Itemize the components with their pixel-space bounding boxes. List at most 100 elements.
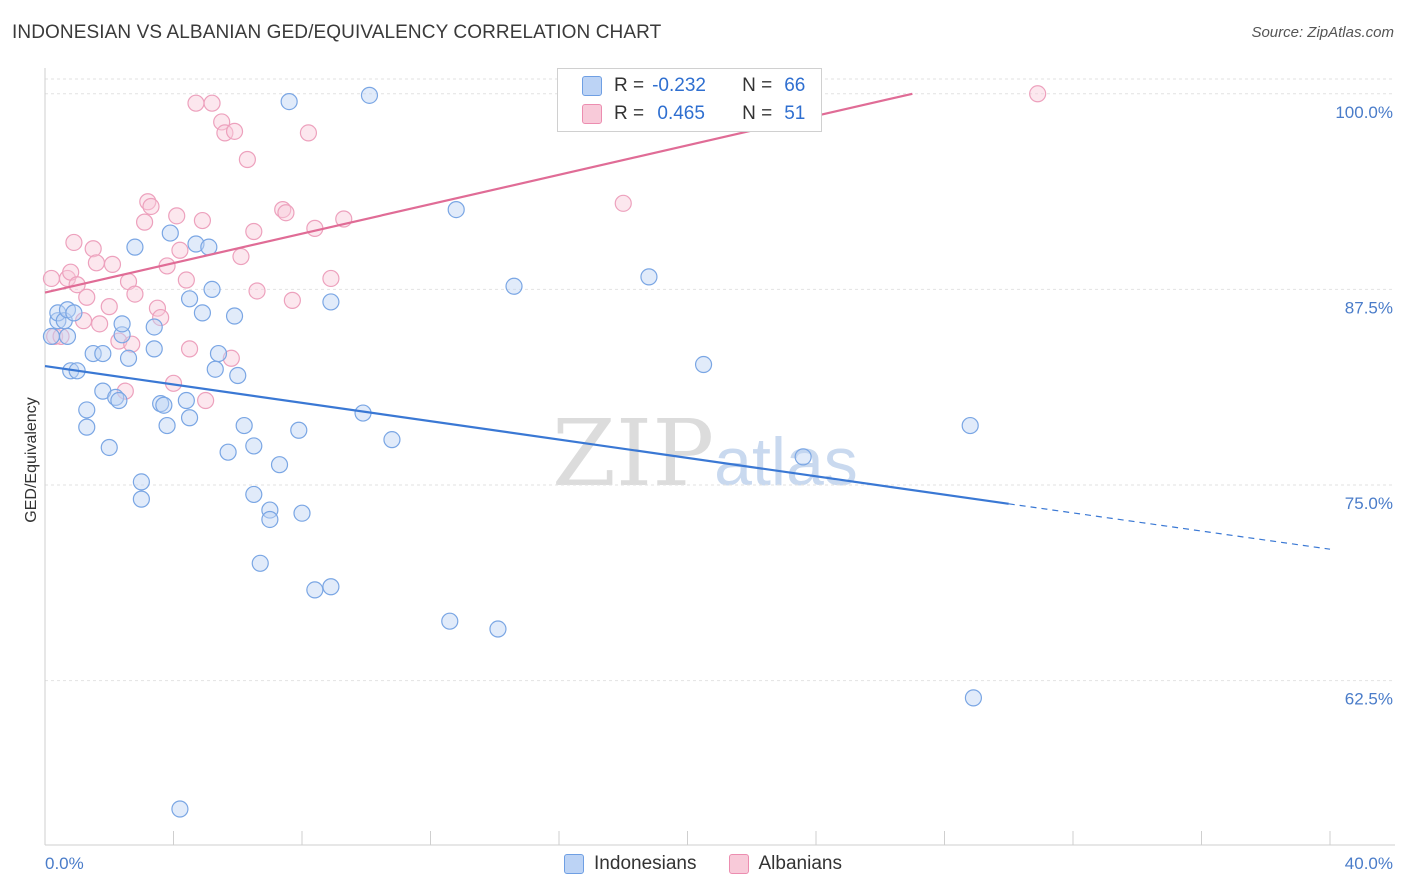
albanians-point — [225, 122, 244, 140]
albanians-point — [614, 194, 632, 212]
y-tick-label: 75.0% — [1345, 494, 1393, 513]
albanians-point — [100, 298, 118, 316]
albanians-point — [1029, 85, 1047, 103]
indonesians-point — [203, 280, 221, 299]
chart-title: INDONESIAN VS ALBANIAN GED/EQUIVALENCY C… — [12, 22, 662, 43]
axis-labels: 62.5% 75.0% 87.5% 100.0% 0.0% 40.0% GED/Equiva… — [23, 103, 1393, 873]
albanians-point — [232, 247, 250, 266]
watermark-main: ZIP — [552, 400, 715, 507]
indonesians-point — [145, 340, 163, 358]
albanians-point — [171, 241, 189, 259]
indonesians-point — [290, 421, 308, 439]
y-tick-label: 62.5% — [1345, 690, 1393, 709]
albanians-point — [148, 299, 167, 317]
indonesians-point — [794, 448, 812, 466]
indonesians-point — [293, 504, 311, 522]
indonesians-trend-line — [44, 365, 1009, 505]
albanians-point — [222, 349, 240, 367]
legend-row-albanians: R = 0.465 N = 51 — [582, 101, 805, 127]
indonesians-point — [225, 307, 244, 325]
legend-r-value: -0.232 — [652, 75, 706, 96]
indonesians-point — [155, 396, 173, 414]
albanians-point — [152, 308, 170, 327]
indonesians-point — [119, 349, 138, 367]
indonesians-point — [132, 490, 150, 508]
albanians-point — [187, 94, 205, 112]
indonesians-point — [58, 327, 77, 345]
albanians-points — [42, 85, 1047, 410]
indonesians-point — [270, 456, 289, 474]
albanians-point — [142, 197, 160, 216]
legend-swatch-albanians — [582, 104, 602, 124]
albanians-point — [103, 255, 122, 273]
axes — [44, 68, 1395, 846]
legend-item-indonesians[interactable]: Indonesians — [564, 853, 697, 875]
indonesians-point — [306, 581, 324, 599]
indonesians-point — [84, 344, 102, 363]
indonesians-point — [65, 304, 83, 322]
legend-row-indonesians: R = -0.232 N = 66 — [582, 73, 805, 99]
albanians-point — [299, 124, 318, 142]
albanians-point — [65, 233, 83, 252]
albanians-point — [135, 213, 154, 231]
indonesians-point — [235, 416, 253, 435]
grid-lines — [45, 78, 1395, 682]
albanians-point — [277, 204, 295, 222]
indonesians-point — [78, 418, 96, 436]
indonesians-point — [180, 290, 199, 308]
indonesians-point — [78, 401, 96, 419]
albanians-point — [238, 150, 256, 169]
legend-label-indonesians: Indonesians — [594, 853, 697, 874]
x-tick-label: 0.0% — [45, 854, 84, 873]
indonesians-points — [42, 86, 983, 818]
indonesians-point — [219, 443, 237, 461]
albanians-point — [180, 340, 199, 358]
indonesians-point — [171, 800, 189, 818]
indonesians-point — [322, 293, 340, 311]
indonesians-point — [505, 277, 523, 295]
albanians-point — [78, 288, 96, 306]
legend-item-albanians[interactable]: Albanians — [728, 853, 842, 875]
indonesians-point — [126, 238, 144, 256]
indonesians-point — [113, 315, 131, 333]
albanians-point — [193, 211, 212, 230]
indonesians-point — [360, 86, 379, 104]
indonesians-point — [132, 473, 150, 491]
legend-r-value: 0.465 — [652, 103, 705, 124]
albanians-point — [213, 113, 231, 131]
albanians-point — [168, 207, 186, 225]
watermark-sub: atlas — [714, 424, 858, 500]
albanians-point — [126, 285, 144, 303]
indonesians-point — [94, 344, 112, 363]
indonesians-point — [964, 689, 983, 707]
indonesians-point — [100, 438, 118, 457]
indonesians-point — [180, 409, 199, 427]
albanians-point — [245, 222, 263, 241]
indonesians-point — [158, 416, 176, 435]
y-axis-title: GED/Equivalency — [23, 397, 40, 522]
albanians-point — [203, 94, 221, 112]
legend-n-label: N = — [742, 75, 773, 96]
stats-legend: R = -0.232 N = 66 R = 0.465 N = 51 — [557, 68, 822, 132]
indonesians-point — [694, 355, 713, 374]
legend-swatch-indonesians — [582, 76, 602, 96]
indonesians-point — [245, 437, 263, 455]
watermark: ZIPatlas — [552, 400, 858, 507]
legend-n-label: N = — [742, 103, 773, 124]
indonesians-point — [209, 344, 228, 363]
albanians-point — [42, 269, 61, 288]
legend-r-label: R = — [614, 75, 645, 96]
albanians-point — [84, 240, 102, 258]
indonesians-point — [107, 388, 125, 406]
indonesians-point — [42, 327, 61, 345]
albanians-point — [139, 193, 157, 211]
series-legend: Indonesians Albanians — [0, 851, 1406, 877]
legend-n-value: 51 — [784, 103, 806, 124]
indonesians-point — [187, 235, 205, 253]
legend-label-albanians: Albanians — [758, 853, 842, 874]
albanians-point — [116, 382, 134, 400]
indonesians-point — [161, 224, 179, 242]
indonesians-point — [145, 318, 163, 336]
indonesians-point — [177, 391, 195, 410]
